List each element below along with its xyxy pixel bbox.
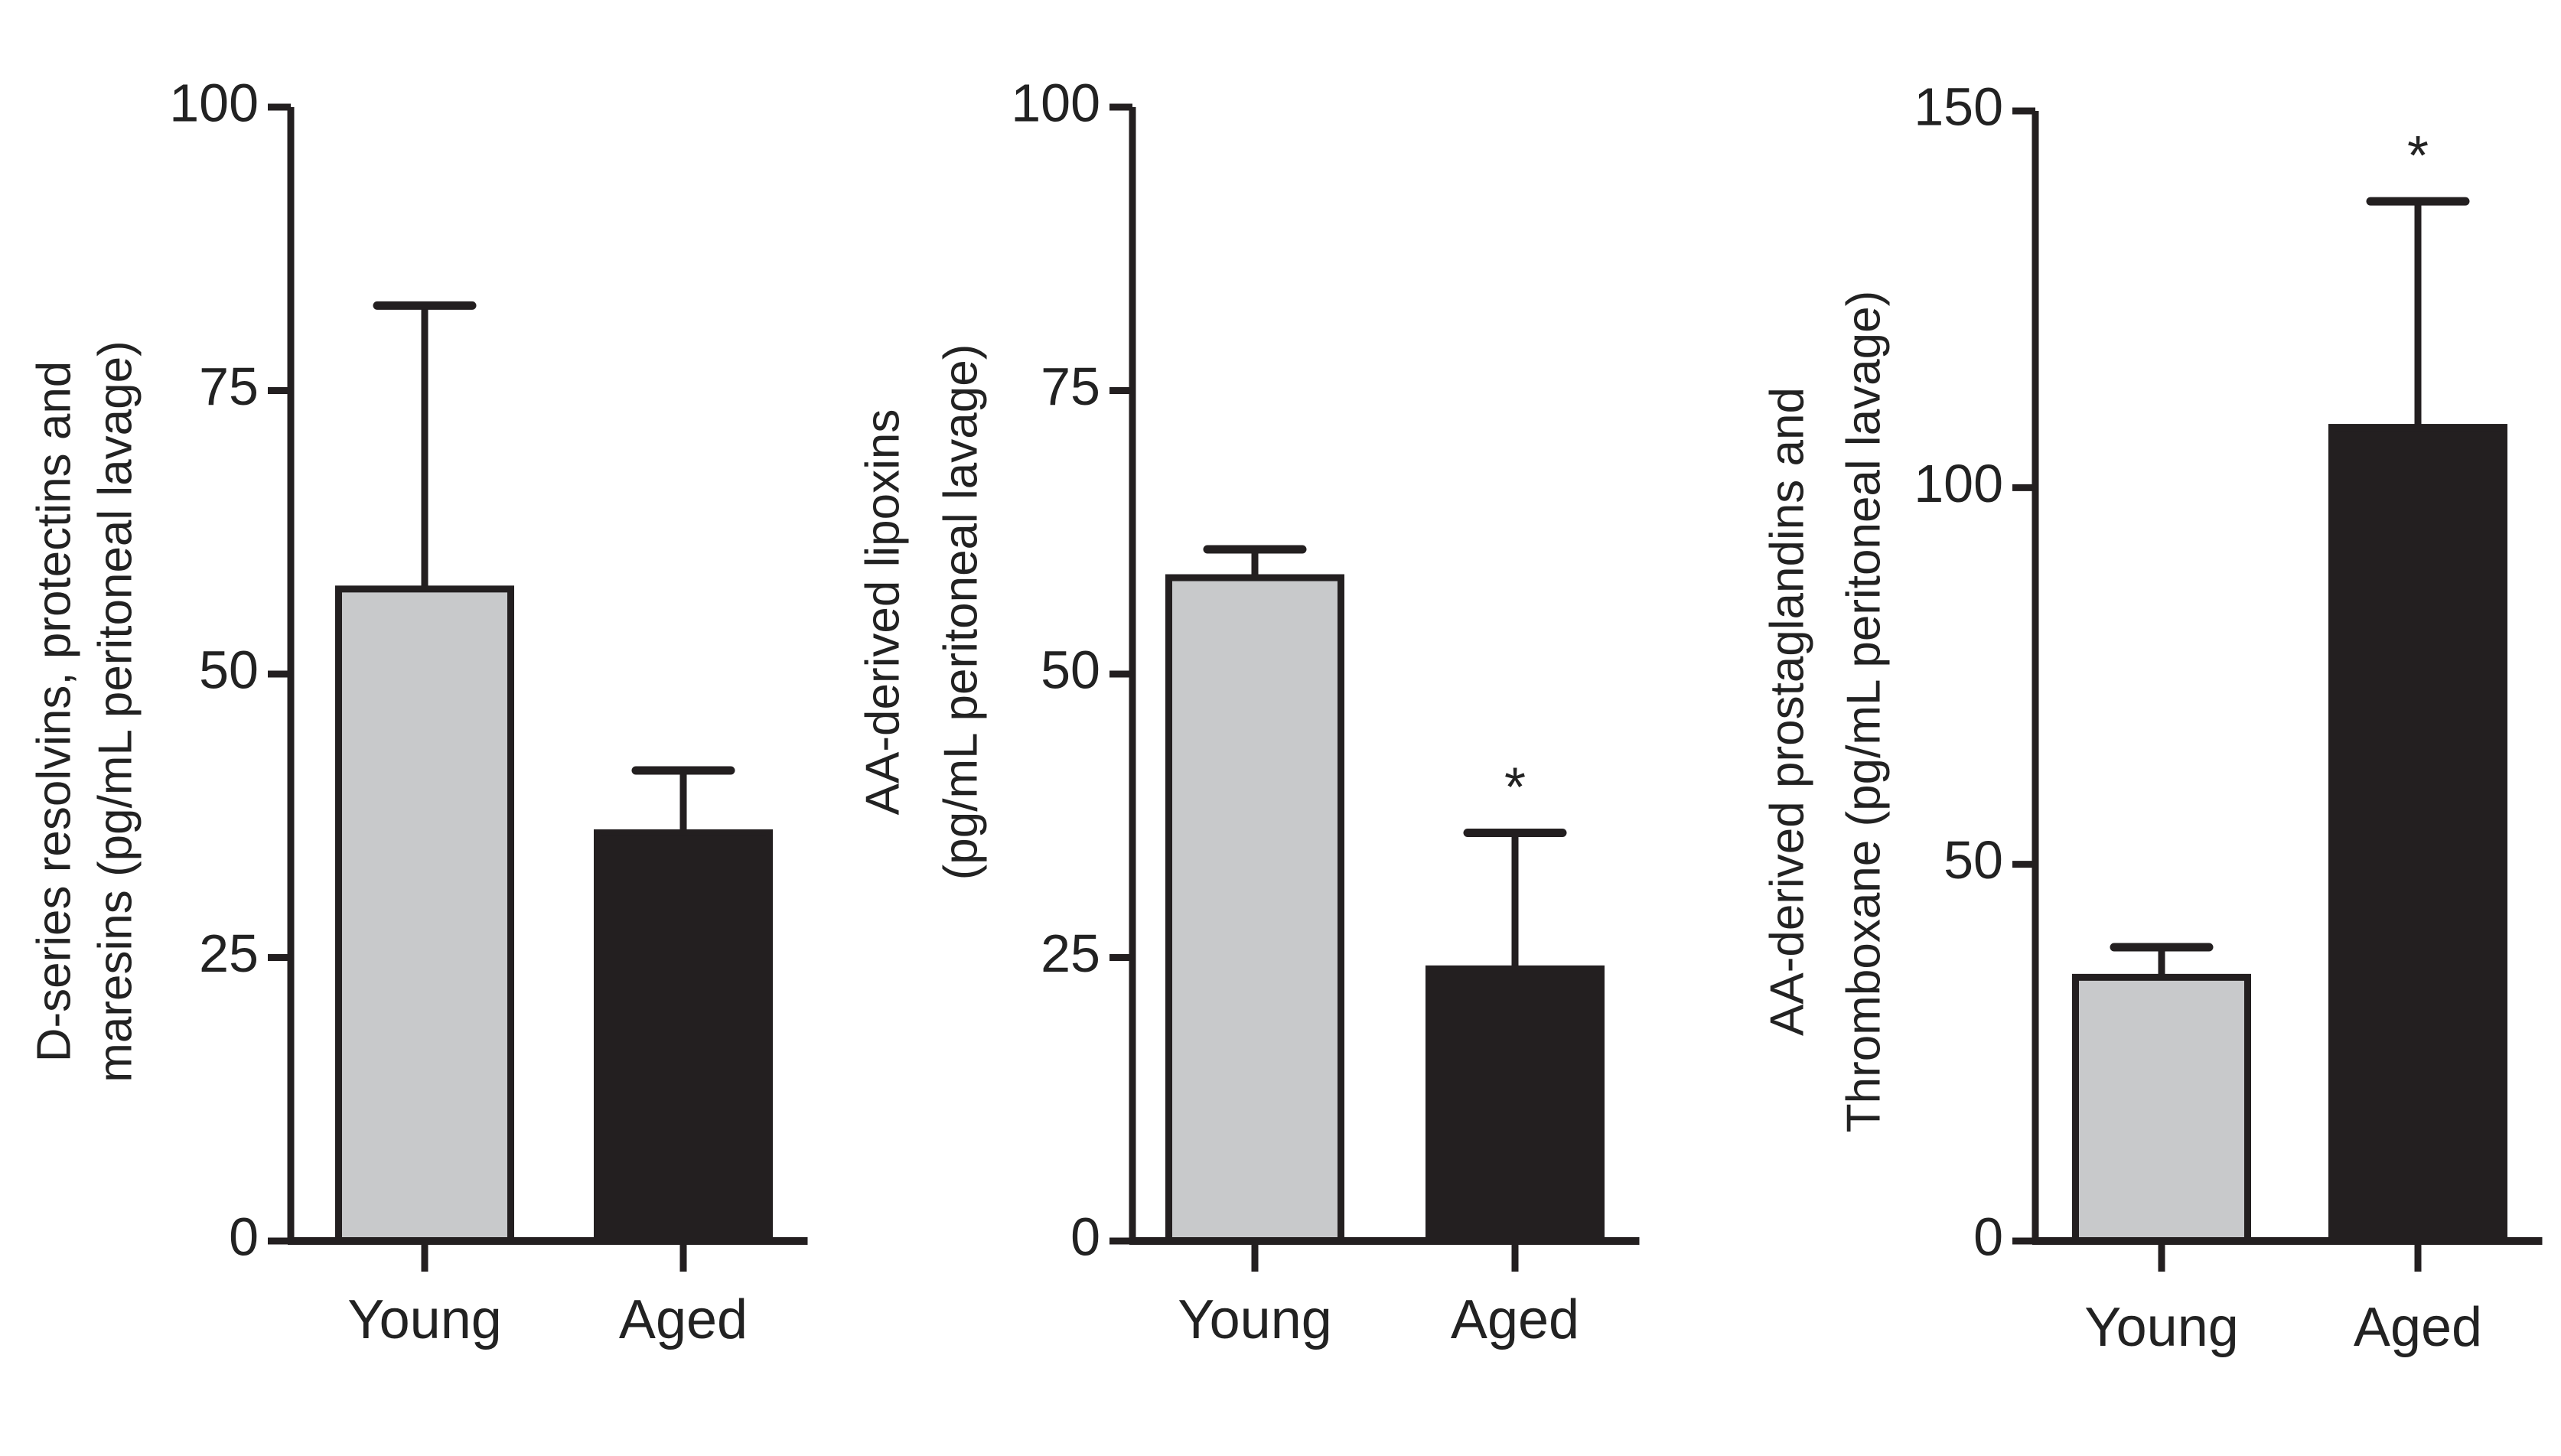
x-category-label: Young (347, 1289, 502, 1350)
chart-panel-lipoxins: AA-derived lipoxins (pg/mL peritoneal lav… (842, 0, 1699, 1456)
y-tick-label: 150 (1914, 77, 2003, 136)
x-category-label: Aged (1451, 1289, 1579, 1350)
chart-resolvins: D-series resolvins, protectins and maresi… (28, 73, 808, 1350)
chart-panel-resolvins: D-series resolvins, protectins and maresi… (0, 0, 842, 1456)
x-category-label: Aged (2354, 1297, 2482, 1358)
y-tick-label: 100 (1914, 454, 2003, 513)
bar-aged (1425, 965, 1605, 1245)
y-axis-label-line: Thromboxane (pg/mL peritoneal lavage) (1837, 291, 1890, 1133)
y-tick-label: 75 (1041, 357, 1100, 416)
y-tick-label: 0 (1973, 1207, 2003, 1266)
y-tick-label: 50 (1041, 640, 1100, 699)
bar-aged (594, 829, 773, 1245)
y-tick-label: 100 (1011, 73, 1100, 132)
x-category-label: Young (2084, 1297, 2239, 1358)
y-tick-label: 75 (199, 357, 259, 416)
chart-prostaglandins: AA-derived prostaglandins and Thromboxane… (1761, 77, 2543, 1358)
bar-young (2072, 973, 2251, 1245)
y-tick-label: 0 (229, 1207, 259, 1266)
y-tick-label: 50 (1944, 830, 2003, 890)
y-axis-label-line: AA-derived prostaglandins and (1761, 387, 1813, 1036)
significance-marker: * (2407, 125, 2429, 187)
y-axis-label-line: D-series resolvins, protectins and (28, 361, 80, 1063)
y-tick-label: 100 (169, 73, 259, 132)
y-tick-label: 50 (199, 640, 259, 699)
x-category-label: Young (1178, 1289, 1332, 1350)
bar-young (1165, 574, 1344, 1245)
y-axis-label-line: (pg/mL peritoneal lavage) (934, 344, 987, 881)
chart-panel-prostaglandins: AA-derived prostaglandins and Thromboxane… (1699, 0, 2561, 1456)
significance-marker: * (1504, 757, 1526, 818)
y-tick-label: 25 (1041, 923, 1100, 983)
y-axis-label-line: maresins (pg/mL peritoneal lavage) (89, 340, 142, 1083)
bar-aged (2328, 424, 2507, 1245)
x-category-label: Aged (619, 1289, 748, 1350)
chart-lipoxins: AA-derived lipoxins (pg/mL peritoneal lav… (856, 73, 1640, 1350)
y-tick-label: 0 (1070, 1207, 1100, 1266)
y-axis-label-line: AA-derived lipoxins (856, 409, 909, 816)
bar-young (335, 585, 514, 1245)
y-tick-label: 25 (199, 923, 259, 983)
